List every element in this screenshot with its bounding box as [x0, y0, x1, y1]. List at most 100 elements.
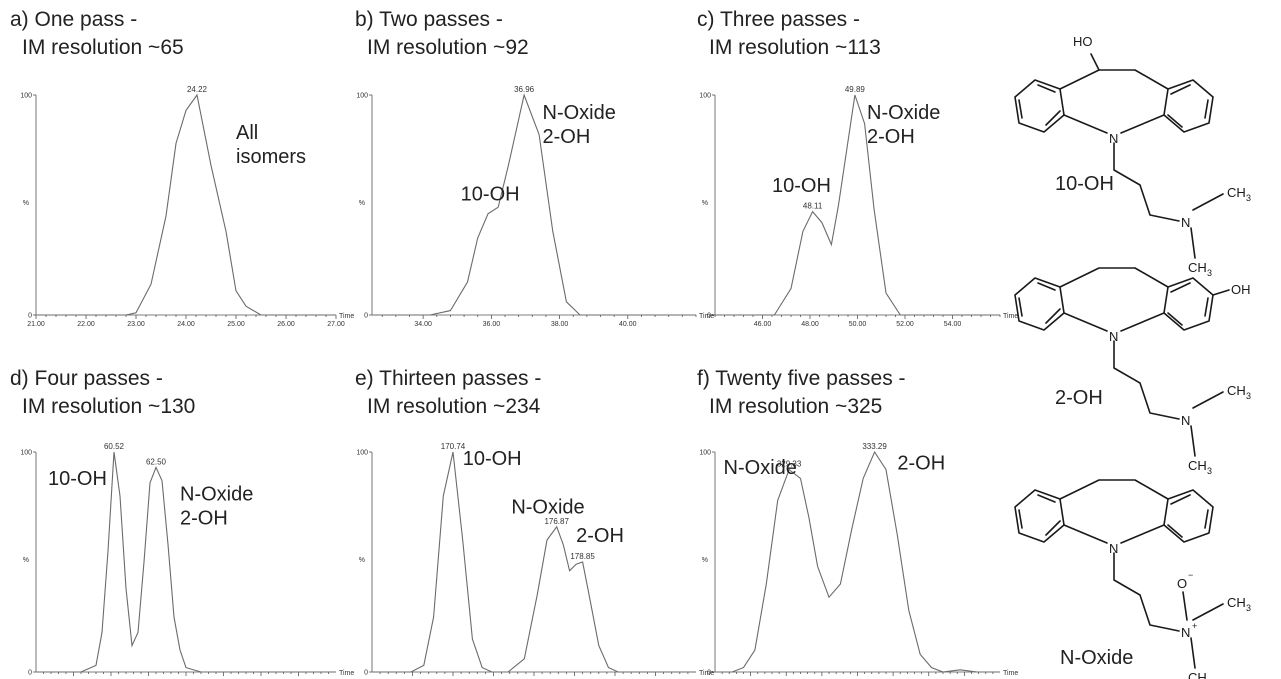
chart-a-xtick-5: 26.00 — [277, 321, 295, 328]
molecule-2-oh-left-ring — [1014, 277, 1065, 331]
chart-a-annotation-0-0: All — [236, 122, 258, 144]
chart-a: a) One pass - IM resolution ~65 0 100% 21.00… — [10, 8, 354, 328]
chart-c-annotation-1-0: 10-OH — [772, 175, 831, 197]
molecule-n-oxide-name: N-Oxide — [1060, 647, 1133, 669]
molecule-2-oh-methyl-bottom-sub: 3 — [1207, 466, 1212, 476]
molecule-10-oh-chain — [1113, 142, 1180, 222]
chart-a-title: a) One pass - — [10, 8, 137, 31]
chart-a-ylabel: % — [23, 200, 29, 207]
chart-e-annotation-0-0: 10-OH — [463, 448, 522, 470]
molecule-n-oxide-chain — [1113, 552, 1180, 632]
molecule-10-oh-name: 10-OH — [1055, 173, 1114, 195]
chart-e-ytick-1: 100 — [356, 450, 368, 457]
chart-e-peak-label-2: 178.85 — [570, 552, 595, 561]
molecule-n-oxide-methyl-bottom: CH — [1188, 670, 1207, 679]
molecule-2-oh-methyl-top-sub: 3 — [1246, 391, 1251, 401]
molecule-n-oxide-oxide-charge: − — [1188, 570, 1193, 580]
chart-d-annotation-0-0: 10-OH — [48, 468, 107, 490]
chart-e-series-line-0 — [372, 451, 696, 673]
chart-c-series-line-0 — [715, 94, 1000, 316]
molecule-10-oh-hydroxyl: HO — [1073, 34, 1093, 49]
molecule-2-oh-ring-n: N — [1109, 329, 1118, 344]
chart-d-subtitle: IM resolution ~130 — [22, 395, 195, 418]
molecule-2-oh-methyl-bottom: CH — [1188, 458, 1207, 473]
chart-c-xtick-4: 54.00 — [944, 321, 962, 328]
chart-c-xtick-1: 48.00 — [801, 321, 819, 328]
chart-c-xlabel: Time — [1003, 313, 1018, 320]
chart-d: d) Four passes - IM resolution ~130 0 100% T… — [10, 367, 354, 677]
molecule-n-oxide-amine-charge: + — [1192, 621, 1197, 631]
chart-d-peak-label-0: 60.52 — [104, 442, 125, 451]
molecule-n-oxide-left-ring-inner — [1018, 494, 1061, 536]
molecule-10-oh-left-ring — [1014, 79, 1065, 133]
chart-f-annotation-0-0: N-Oxide — [724, 457, 797, 479]
molecule-n-oxide-oxide: O — [1177, 576, 1187, 591]
molecule-10-oh-right-ring-inner — [1167, 84, 1209, 128]
chart-d-ylabel: % — [23, 557, 29, 564]
chart-f-peak-label-1: 333.29 — [862, 442, 887, 451]
molecule-2-oh: OH N N CH 3 CH 3 — [1014, 267, 1251, 476]
molecule-2-oh-oh-bond — [1212, 289, 1230, 296]
molecule-n-oxide-right-ring — [1163, 489, 1214, 543]
chart-a-xtick-3: 24.00 — [177, 321, 195, 328]
molecule-n-oxide-methyl-top: CH — [1227, 595, 1246, 610]
chart-a-subtitle: IM resolution ~65 — [22, 36, 184, 59]
chart-c-xtick-3: 52.00 — [896, 321, 914, 328]
chart-e-title: e) Thirteen passes - — [355, 367, 541, 390]
chart-a-ytick-0: 0 — [28, 313, 32, 320]
chart-c-ylabel: % — [702, 200, 708, 207]
chart-c: c) Three passes - IM resolution ~113 0 100%… — [697, 8, 1018, 328]
molecule-10-oh-oh-bond — [1090, 53, 1100, 71]
molecule-10-oh-methyl-bottom-sub: 3 — [1207, 268, 1212, 278]
chart-c-peak-label-0: 48.11 — [803, 202, 823, 211]
chart-b-series-line-0 — [372, 93, 696, 316]
molecule-n-oxide: O − N N + CH 3 CH 3 — [1014, 479, 1251, 679]
chart-f-series-line-0 — [715, 450, 1000, 673]
molecule-n-oxide-left-ring — [1014, 489, 1065, 543]
molecule-2-oh-left-ring-inner — [1018, 282, 1061, 324]
chart-f-peak-label-0: 329.33 — [777, 460, 802, 469]
molecule-10-oh-methyl-top: CH — [1227, 185, 1246, 200]
chart-e-peak-label-0: 170.74 — [441, 442, 466, 451]
molecule-10-oh-bridge — [1059, 69, 1169, 90]
chart-b-annotation-0-0: N-Oxide — [543, 102, 616, 124]
molecule-10-oh-methyl-top-sub: 3 — [1246, 193, 1251, 203]
chart-f: f) Twenty five passes - IM resolution ~32… — [697, 367, 1018, 677]
chart-a-xtick-2: 23.00 — [127, 321, 145, 328]
chart-f-subtitle: IM resolution ~325 — [709, 395, 882, 418]
chart-c-subtitle: IM resolution ~113 — [709, 36, 881, 59]
molecule-10-oh-methyls — [1190, 193, 1224, 259]
molecule-10-oh-methyl-bottom: CH — [1188, 260, 1207, 275]
molecule-10-oh-right-ring — [1163, 79, 1214, 133]
molecule-2-oh-methyls — [1190, 391, 1224, 457]
chart-b-annotation-1-0: 10-OH — [461, 184, 520, 206]
chart-f-xlabel: Time — [1003, 670, 1018, 677]
molecule-n-oxide-bridge — [1059, 479, 1169, 500]
chart-d-title: d) Four passes - — [10, 367, 163, 390]
molecule-2-oh-name: 2-OH — [1055, 387, 1103, 409]
chart-c-annotation-0-0: N-Oxide — [867, 102, 940, 124]
chart-e-subtitle: IM resolution ~234 — [367, 395, 541, 418]
chart-c-annotation-0-1: 2-OH — [867, 126, 915, 148]
molecule-n-oxide-right-ring-inner — [1167, 494, 1209, 538]
chart-b-annotation-0-1: 2-OH — [543, 126, 591, 148]
molecule-10-oh-amine-n: N — [1181, 215, 1190, 230]
chart-b-xlabel: Time — [699, 313, 714, 320]
molecule-2-oh-methyl-top: CH — [1227, 383, 1246, 398]
chart-d-series-line-0 — [36, 451, 336, 673]
chart-panels: a) One pass - IM resolution ~65 0 100% 21.00… — [10, 8, 1018, 677]
chart-b-ylabel: % — [359, 200, 365, 207]
chart-c-title: c) Three passes - — [697, 8, 860, 31]
chart-b-ytick-1: 100 — [356, 93, 368, 100]
chart-e-ylabel: % — [359, 557, 365, 564]
chart-b-xtick-2: 38.00 — [551, 321, 569, 328]
chart-e-annotation-2-0: 2-OH — [576, 525, 624, 547]
molecule-2-oh-right-ring — [1163, 277, 1214, 331]
chart-f-ylabel: % — [702, 557, 708, 564]
molecule-2-oh-amine-n: N — [1181, 413, 1190, 428]
molecule-2-oh-bridge — [1059, 267, 1169, 288]
chart-c-xtick-0: 46.00 — [754, 321, 772, 328]
chart-b-xtick-1: 36.00 — [483, 321, 501, 328]
chart-b-xtick-3: 40.00 — [619, 321, 637, 328]
